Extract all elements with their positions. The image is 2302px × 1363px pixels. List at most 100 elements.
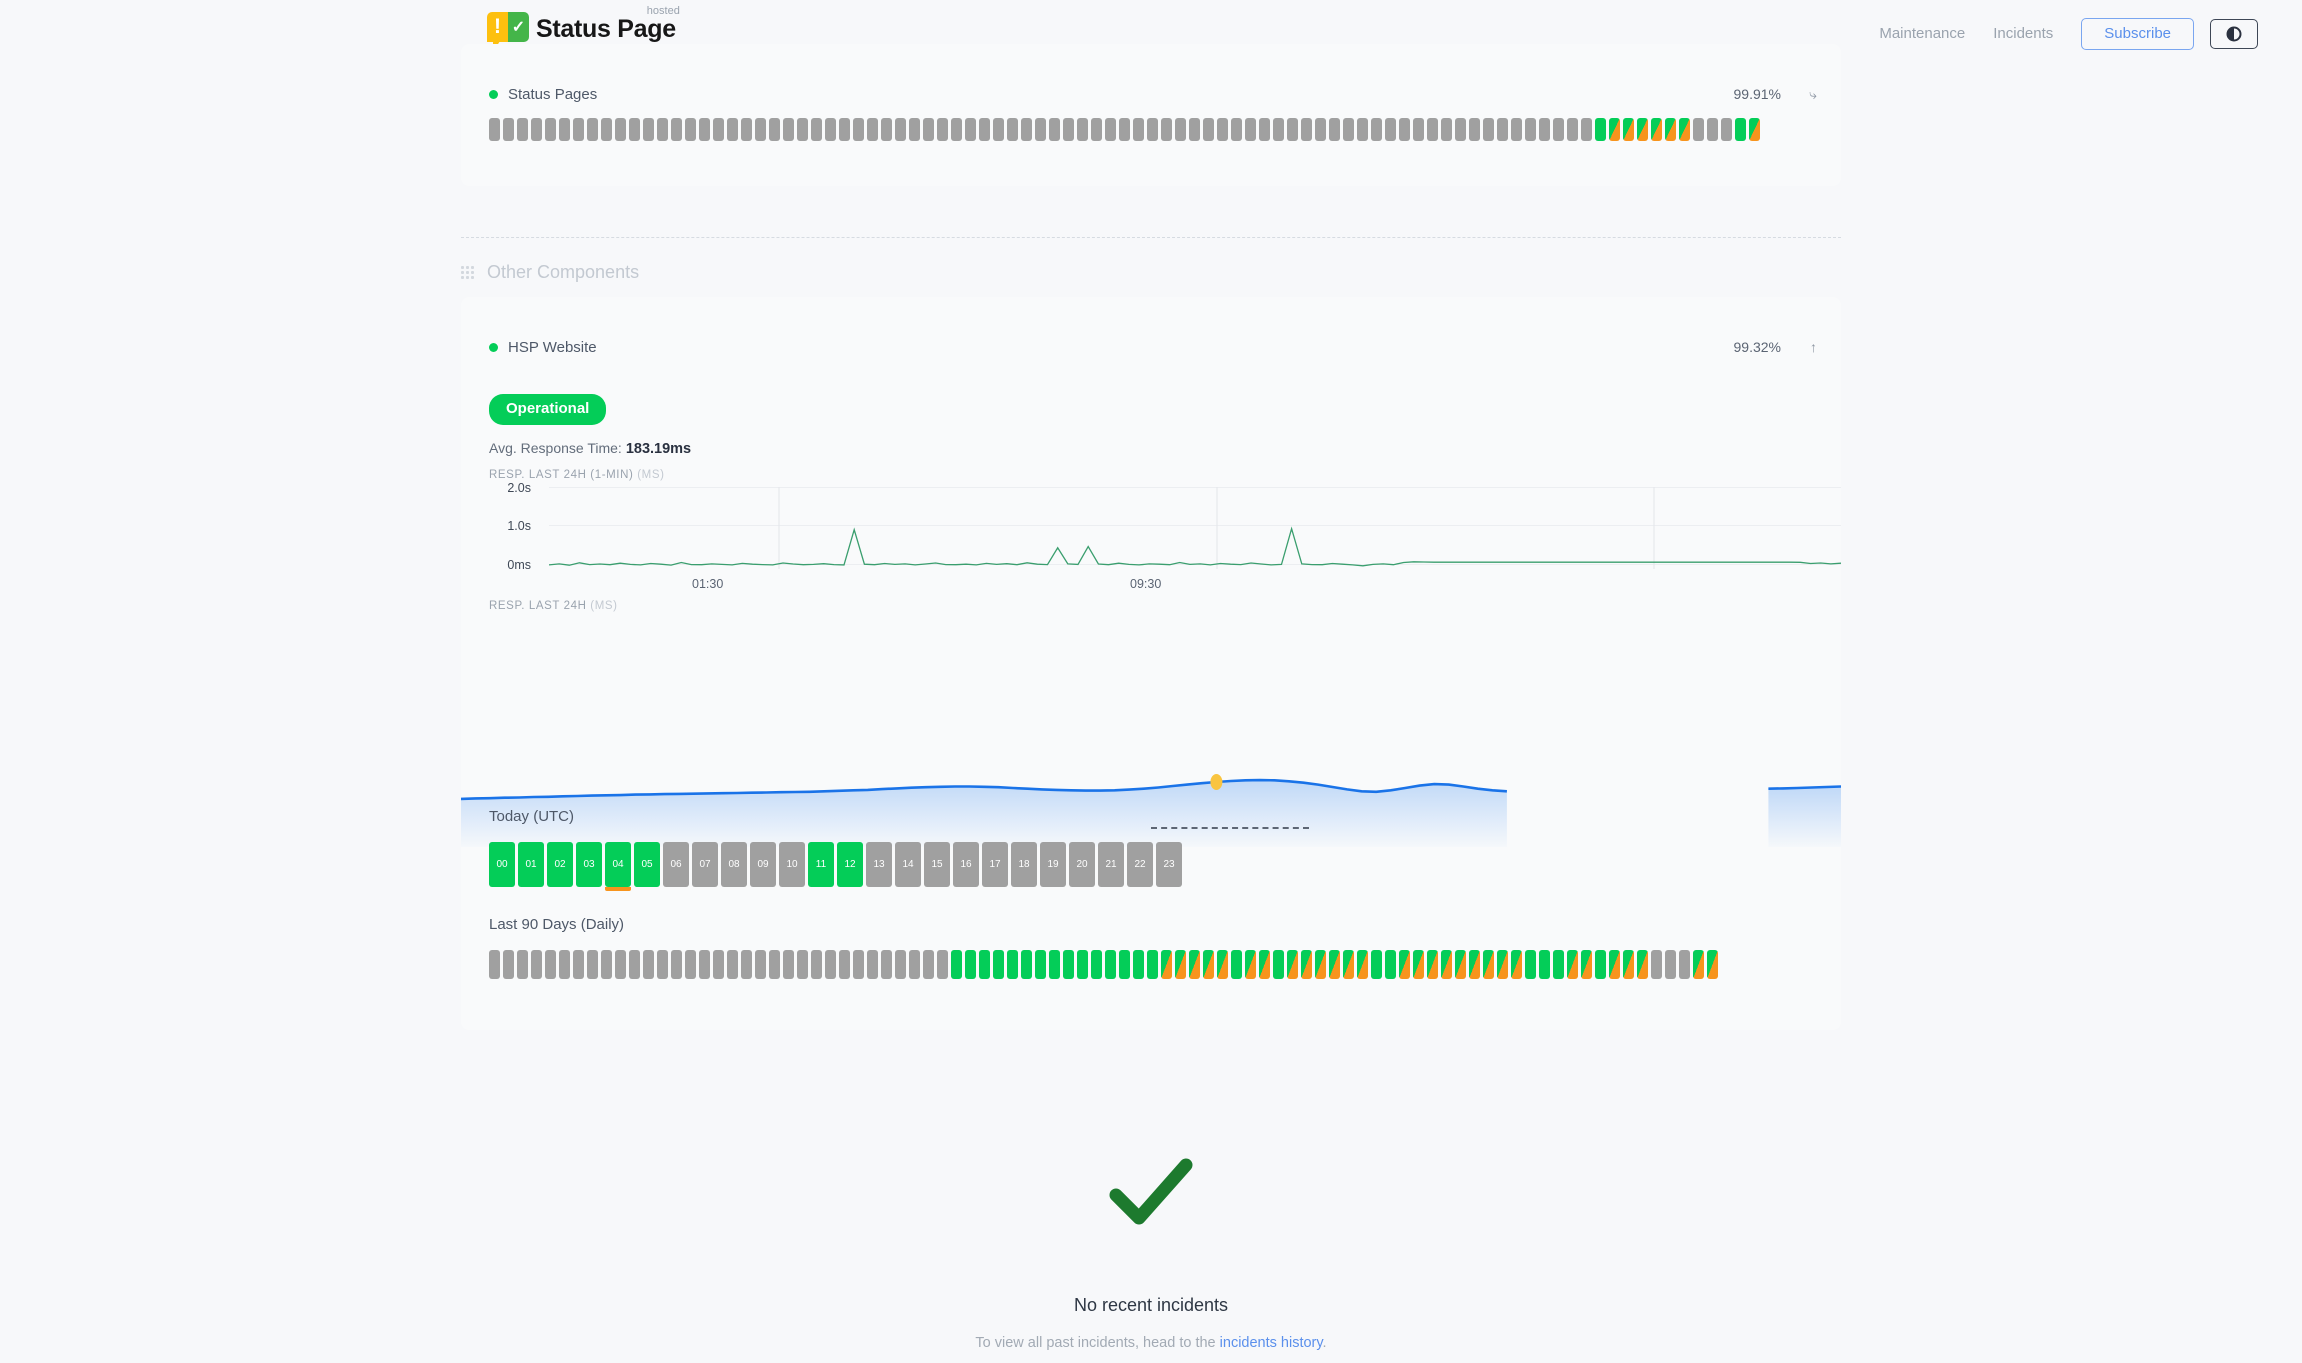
day-bar[interactable]: [1217, 950, 1228, 979]
day-bar[interactable]: [1147, 950, 1158, 979]
day-bar[interactable]: [741, 950, 752, 979]
day-bar[interactable]: [1077, 950, 1088, 979]
uptime-bar[interactable]: [1175, 118, 1186, 141]
uptime-bar[interactable]: [867, 118, 878, 141]
hour-bar[interactable]: 16: [953, 842, 979, 887]
day-bar[interactable]: [1343, 950, 1354, 979]
hour-bar[interactable]: 06: [663, 842, 689, 887]
dark-mode-toggle-button[interactable]: [2210, 19, 2258, 49]
uptime-bar[interactable]: [1203, 118, 1214, 141]
uptime-bar[interactable]: [1287, 118, 1298, 141]
day-bar[interactable]: [881, 950, 892, 979]
hour-bar[interactable]: 11: [808, 842, 834, 887]
uptime-bar[interactable]: [769, 118, 780, 141]
uptime-bar[interactable]: [909, 118, 920, 141]
day-bar[interactable]: [1567, 950, 1578, 979]
uptime-bar[interactable]: [1217, 118, 1228, 141]
day-bar[interactable]: [1105, 950, 1116, 979]
day-bar[interactable]: [1413, 950, 1424, 979]
day-bar[interactable]: [909, 950, 920, 979]
day-bar[interactable]: [489, 950, 500, 979]
day-bar[interactable]: [1329, 950, 1340, 979]
day-bar[interactable]: [1315, 950, 1326, 979]
uptime-bar[interactable]: [713, 118, 724, 141]
uptime-bar[interactable]: [1483, 118, 1494, 141]
uptime-bar[interactable]: [923, 118, 934, 141]
uptime-bar[interactable]: [811, 118, 822, 141]
uptime-bar[interactable]: [657, 118, 668, 141]
day-bar[interactable]: [629, 950, 640, 979]
nav-item-maintenance[interactable]: Maintenance: [1879, 25, 1966, 42]
day-bar[interactable]: [1091, 950, 1102, 979]
uptime-bar[interactable]: [1147, 118, 1158, 141]
uptime-bar[interactable]: [1707, 118, 1718, 141]
uptime-bar[interactable]: [1021, 118, 1032, 141]
day-bar[interactable]: [937, 950, 948, 979]
uptime-bar[interactable]: [503, 118, 514, 141]
day-bar[interactable]: [979, 950, 990, 979]
uptime-bar[interactable]: [1385, 118, 1396, 141]
day-bar[interactable]: [615, 950, 626, 979]
day-bar[interactable]: [1693, 950, 1704, 979]
uptime-bar[interactable]: [1665, 118, 1676, 141]
day-bar[interactable]: [923, 950, 934, 979]
day-bar[interactable]: [1007, 950, 1018, 979]
day-bar[interactable]: [657, 950, 668, 979]
day-bar[interactable]: [783, 950, 794, 979]
uptime-bar[interactable]: [489, 118, 500, 141]
day-bar[interactable]: [671, 950, 682, 979]
uptime-bar[interactable]: [1189, 118, 1200, 141]
uptime-bar[interactable]: [615, 118, 626, 141]
day-bar[interactable]: [517, 950, 528, 979]
uptime-bar[interactable]: [1455, 118, 1466, 141]
uptime-bar[interactable]: [1735, 118, 1746, 141]
day-bar[interactable]: [1595, 950, 1606, 979]
uptime-bar[interactable]: [1049, 118, 1060, 141]
uptime-bar[interactable]: [1581, 118, 1592, 141]
day-bar[interactable]: [1385, 950, 1396, 979]
uptime-bar[interactable]: [671, 118, 682, 141]
day-bar[interactable]: [1035, 950, 1046, 979]
hour-bar[interactable]: 04: [605, 842, 631, 891]
day-bar[interactable]: [1707, 950, 1718, 979]
day-bar[interactable]: [755, 950, 766, 979]
day-bar[interactable]: [895, 950, 906, 979]
day-bar[interactable]: [1371, 950, 1382, 979]
day-bar[interactable]: [559, 950, 570, 979]
day-bar[interactable]: [531, 950, 542, 979]
day-bar[interactable]: [503, 950, 514, 979]
day-bar[interactable]: [1455, 950, 1466, 979]
uptime-bar[interactable]: [643, 118, 654, 141]
uptime-bar[interactable]: [755, 118, 766, 141]
day-bar[interactable]: [1441, 950, 1452, 979]
uptime-bar[interactable]: [979, 118, 990, 141]
hour-bar[interactable]: 12: [837, 842, 863, 887]
day-bar[interactable]: [1021, 950, 1032, 979]
day-bar[interactable]: [1231, 950, 1242, 979]
hour-bar[interactable]: 09: [750, 842, 776, 887]
uptime-bar[interactable]: [601, 118, 612, 141]
day-bar[interactable]: [853, 950, 864, 979]
uptime-bar[interactable]: [531, 118, 542, 141]
uptime-bar[interactable]: [1077, 118, 1088, 141]
day-bar[interactable]: [1679, 950, 1690, 979]
uptime-bar[interactable]: [965, 118, 976, 141]
uptime-bar[interactable]: [1497, 118, 1508, 141]
day-bar[interactable]: [811, 950, 822, 979]
day-bar[interactable]: [1483, 950, 1494, 979]
uptime-bar[interactable]: [727, 118, 738, 141]
uptime-bar[interactable]: [517, 118, 528, 141]
uptime-bar[interactable]: [1749, 118, 1760, 141]
uptime-bar[interactable]: [629, 118, 640, 141]
day-bar[interactable]: [1609, 950, 1620, 979]
uptime-bar[interactable]: [1231, 118, 1242, 141]
uptime-bar[interactable]: [741, 118, 752, 141]
day-bar[interactable]: [839, 950, 850, 979]
uptime-bar[interactable]: [1399, 118, 1410, 141]
day-bar[interactable]: [1203, 950, 1214, 979]
day-bar[interactable]: [1119, 950, 1130, 979]
uptime-bar[interactable]: [825, 118, 836, 141]
day-bar[interactable]: [713, 950, 724, 979]
uptime-bar[interactable]: [1007, 118, 1018, 141]
uptime-bar[interactable]: [1693, 118, 1704, 141]
